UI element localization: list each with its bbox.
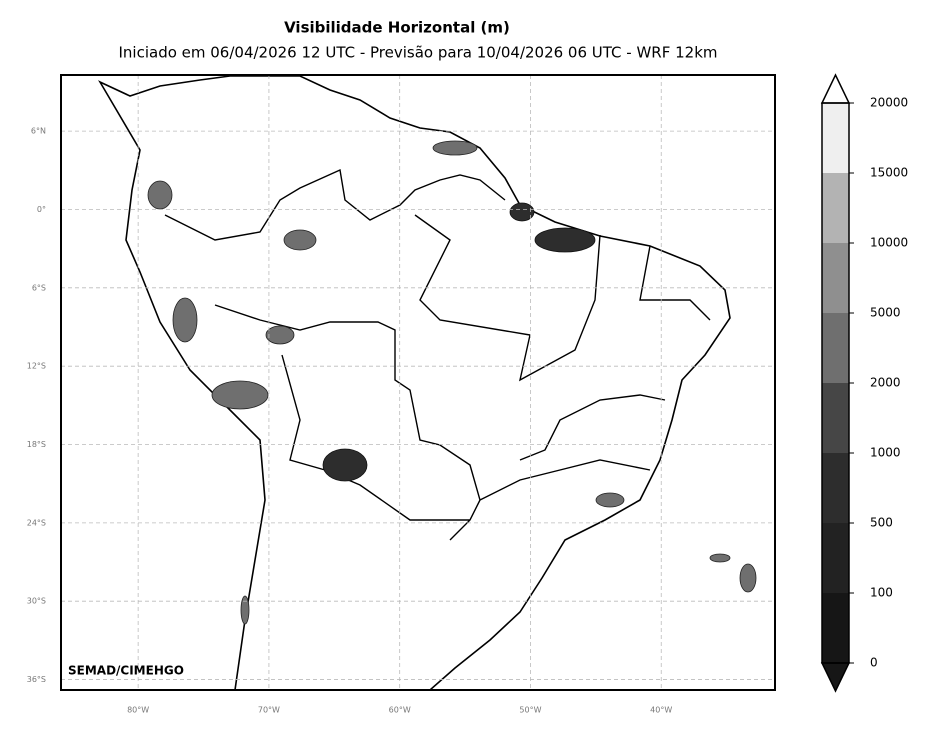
- credit: SEMAD/CIMEHGO: [68, 664, 184, 678]
- x-tick-label: 70°W: [258, 706, 280, 715]
- y-tick-label: 6°S: [32, 283, 46, 292]
- colorbar-segment: [822, 593, 849, 663]
- x-tick-label: 50°W: [519, 706, 541, 715]
- y-tick-label: 12°S: [27, 362, 46, 371]
- x-tick-label: 60°W: [389, 706, 411, 715]
- colorbar: 0 100 500 1000 2000 5000 10000 15000 20000: [820, 73, 908, 693]
- fog-area: [240, 595, 250, 625]
- fog-area: [432, 140, 478, 156]
- fog-area: [739, 563, 757, 593]
- map-subtitle: Iniciado em 06/04/2026 12 UTC - Previsão…: [118, 44, 717, 62]
- colorbar-tick-label: 15000: [870, 166, 908, 180]
- colorbar-segment: [822, 453, 849, 523]
- colorbar-tick-label: 0: [870, 656, 878, 670]
- map-area: [61, 75, 775, 691]
- colorbar-tick-label: 500: [870, 516, 893, 530]
- colorbar-extend-high: [820, 73, 851, 104]
- y-tick-label: 24°S: [27, 518, 46, 527]
- fog-area: [211, 380, 269, 410]
- map-title: Visibilidade Horizontal (m): [284, 19, 510, 37]
- colorbar-segment: [822, 103, 849, 173]
- fog-area: [509, 202, 535, 222]
- x-tick-label: 80°W: [127, 706, 149, 715]
- y-tick-label: 30°S: [27, 597, 46, 606]
- y-tick-label: 0°: [37, 205, 46, 214]
- colorbar-segment: [822, 523, 849, 593]
- colorbar-tick-label: 100: [870, 586, 893, 600]
- colorbar-segment: [822, 173, 849, 243]
- colorbar-tick-label: 5000: [870, 306, 901, 320]
- colorbar-extend-low: [820, 662, 851, 693]
- map-frame: [60, 74, 776, 691]
- fog-area: [283, 229, 317, 251]
- colorbar-segment: [822, 313, 849, 383]
- fog-area: [147, 180, 173, 210]
- colorbar-segment: [822, 383, 849, 453]
- y-tick-label: 36°S: [27, 675, 46, 684]
- colorbar-tick-label: 20000: [870, 96, 908, 110]
- colorbar-tick-label: 10000: [870, 236, 908, 250]
- colorbar-segment: [822, 243, 849, 313]
- y-tick-label: 6°N: [31, 127, 46, 136]
- x-tick-label: 40°W: [650, 706, 672, 715]
- fog-area: [322, 448, 368, 482]
- fog-area: [265, 325, 295, 345]
- colorbar-tick-label: 2000: [870, 376, 901, 390]
- fog-area: [709, 553, 731, 563]
- fog-area: [534, 227, 596, 253]
- y-tick-label: 18°S: [27, 440, 46, 449]
- fog-area: [595, 492, 625, 508]
- fog-area: [172, 297, 198, 343]
- colorbar-tick-label: 1000: [870, 446, 901, 460]
- grid: [61, 75, 775, 690]
